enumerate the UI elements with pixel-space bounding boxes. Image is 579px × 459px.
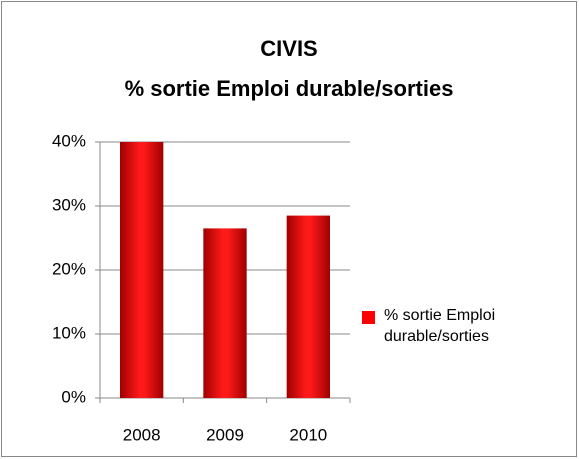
chart-title: CIVIS <box>260 36 317 61</box>
x-tick-label: 2009 <box>206 425 244 444</box>
bar <box>203 228 247 398</box>
bar <box>286 215 330 398</box>
y-tick-label: 10% <box>52 323 86 342</box>
x-tick-label: 2010 <box>289 425 327 444</box>
x-tick-label: 2008 <box>123 425 161 444</box>
chart-subtitle: % sortie Emploi durable/sorties <box>125 76 454 101</box>
y-tick-label: 30% <box>52 195 86 214</box>
legend-swatch <box>362 311 375 324</box>
y-tick-label: 0% <box>61 387 86 406</box>
y-tick-label: 40% <box>52 131 86 150</box>
legend-label: % sortie Emploi durable/sorties <box>384 307 496 345</box>
bar <box>120 142 164 398</box>
y-tick-label: 20% <box>52 259 86 278</box>
